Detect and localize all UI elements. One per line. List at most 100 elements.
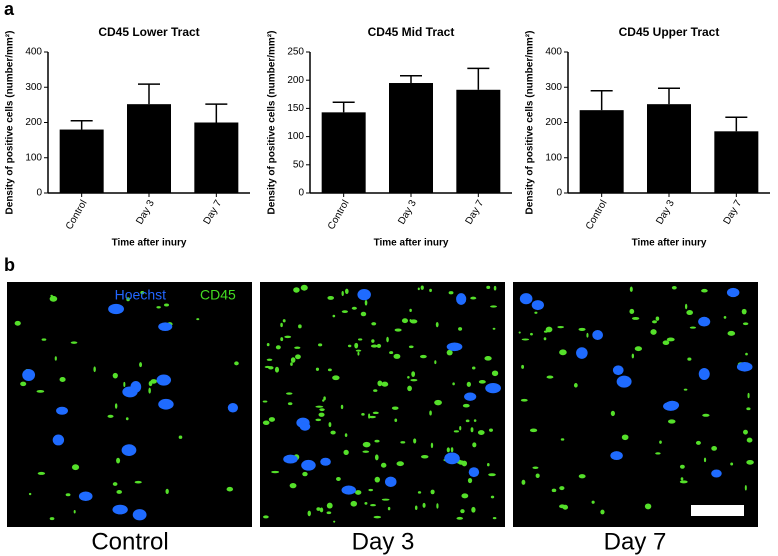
cell-signal — [280, 337, 284, 342]
cell-signal — [689, 326, 697, 329]
cell-signal — [396, 461, 404, 467]
cell-signal — [662, 340, 670, 346]
y-tick-label: 400 — [545, 47, 562, 58]
cell-signal — [116, 457, 121, 464]
cell-signal — [336, 476, 341, 482]
cell-signal — [578, 474, 586, 479]
cell-signal — [156, 306, 161, 309]
cell-signal — [374, 439, 380, 443]
cell-signal — [112, 482, 118, 486]
cell-signal — [318, 412, 325, 417]
cell-signal — [295, 354, 301, 360]
cell-signal — [262, 400, 268, 403]
micrographs — [7, 282, 758, 527]
cell-signal — [332, 314, 336, 318]
cell-signal — [411, 371, 416, 377]
cell-signal — [284, 335, 292, 339]
cell-signal — [436, 503, 439, 509]
cell-signal — [14, 320, 21, 326]
panel-label: a — [4, 0, 15, 19]
cell-signal — [328, 422, 332, 427]
cell-signal — [37, 471, 46, 475]
cell-signal — [262, 420, 270, 425]
cell-signal — [703, 457, 707, 463]
cell-signal — [302, 471, 308, 477]
cell-signal — [59, 377, 66, 382]
nucleus — [698, 368, 710, 381]
cell-signal — [467, 477, 473, 484]
x-axis-label: Time after inury — [374, 238, 449, 249]
cell-signal — [559, 504, 566, 509]
cell-signal — [318, 343, 323, 347]
cell-signal — [534, 311, 538, 314]
cell-signal — [355, 490, 362, 495]
cell-signal — [743, 429, 748, 435]
nucleus — [736, 362, 753, 372]
cell-signal — [458, 460, 465, 465]
cell-signal — [671, 285, 677, 290]
nucleus — [112, 504, 128, 515]
bar — [127, 104, 171, 193]
x-tick-label: Day 3 — [134, 198, 157, 227]
cell-signal — [600, 509, 605, 515]
cell-signal — [680, 477, 684, 481]
cell-signal — [380, 462, 387, 468]
cell-signal — [307, 510, 311, 517]
cell-signal — [300, 284, 308, 291]
cell-signal — [165, 488, 169, 495]
cell-signal — [666, 337, 675, 342]
nucleus — [121, 444, 137, 456]
y-tick-label: 100 — [25, 152, 42, 163]
cell-signal — [393, 353, 401, 359]
nucleus — [108, 303, 124, 315]
cell-signal — [429, 410, 432, 416]
x-tick-label: Control — [64, 198, 90, 231]
cell-signal — [591, 500, 595, 504]
cell-signal — [746, 459, 754, 465]
cell-signal — [413, 438, 417, 444]
cell-signal — [745, 352, 748, 356]
nucleus — [156, 374, 172, 386]
cell-signal — [741, 308, 747, 315]
cell-signal — [49, 517, 55, 521]
cell-signal — [491, 370, 499, 377]
cell-signal — [345, 288, 349, 295]
cell-signal — [294, 346, 301, 349]
nucleus — [612, 365, 624, 376]
image-caption: Control — [91, 528, 168, 555]
cell-signal — [586, 332, 589, 338]
cell-signal — [150, 379, 157, 384]
cell-signal — [430, 442, 434, 449]
cell-signal — [631, 353, 635, 359]
cell-signal — [226, 486, 234, 492]
bar — [194, 122, 239, 193]
cell-signal — [543, 337, 547, 341]
bar — [647, 104, 691, 193]
cell-signal — [361, 413, 365, 416]
error-bar — [205, 103, 228, 123]
nucleus — [726, 287, 740, 298]
nucleus — [52, 434, 65, 446]
chart-title: CD45 Mid Tract — [368, 25, 455, 39]
cell-signal — [323, 396, 326, 401]
chart-title: CD45 Lower Tract — [98, 25, 199, 39]
cell-signal — [435, 322, 439, 328]
cell-signal — [460, 509, 465, 514]
cell-signal — [417, 491, 422, 494]
nucleus — [456, 293, 467, 305]
error-bar — [658, 87, 680, 105]
cell-signal — [54, 356, 57, 361]
cell-signal — [341, 290, 344, 296]
cell-signal — [266, 343, 270, 347]
cell-signal — [372, 411, 379, 415]
cell-signal — [290, 362, 293, 366]
cell-signal — [373, 389, 378, 392]
y-axis-label: Density of positive cells (number/mm²) — [525, 31, 536, 215]
cell-signal — [275, 345, 281, 350]
nucleus — [22, 369, 36, 382]
bar — [456, 89, 501, 193]
cell-signal — [429, 288, 432, 293]
cell-signal — [521, 479, 526, 485]
cell-signal — [71, 464, 80, 471]
cell-signal — [123, 381, 126, 387]
